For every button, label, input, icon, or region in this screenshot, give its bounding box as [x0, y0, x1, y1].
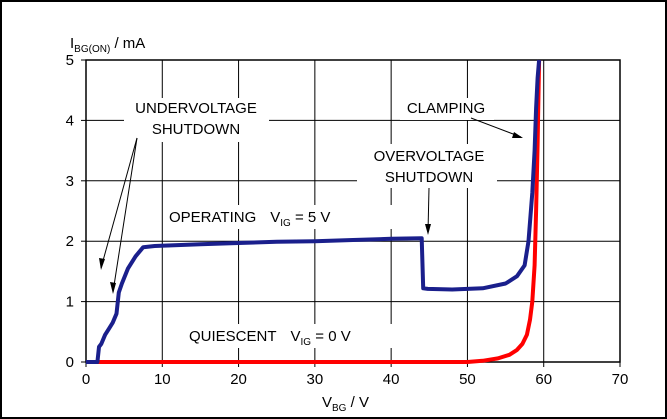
- x-tick-label: 50: [459, 371, 476, 388]
- x-axis-title-unit: / V: [346, 394, 369, 411]
- annotation-undervoltage: UNDERVOLTAGE SHUTDOWN: [99, 98, 269, 294]
- annotation-quiescent: QUIESCENT VIG = 0 V: [185, 324, 403, 348]
- annotation-clamping-leader: [470, 117, 522, 138]
- x-tick-label: 20: [230, 371, 247, 388]
- annotation-overvoltage-line-1: OVERVOLTAGE: [374, 148, 485, 165]
- annotation-operating-label: OPERATING VIG = 5 V: [169, 209, 330, 229]
- annotation-quiescent-text: QUIESCENT: [189, 328, 277, 345]
- annotation-operating-cond-sub: IG: [280, 218, 291, 229]
- annotation-undervoltage-line-1: UNDERVOLTAGE: [135, 100, 257, 117]
- y-axis-title-unit: / mA: [110, 35, 145, 52]
- annotation-undervoltage-line-2: SHUTDOWN: [152, 121, 240, 138]
- annotation-quiescent-label: QUIESCENT VIG = 0 V: [189, 328, 351, 348]
- x-tick-label: 0: [82, 371, 90, 388]
- annotation-operating-cond-value: = 5 V: [291, 209, 331, 226]
- annotation-quiescent-cond-value: = 0 V: [311, 328, 351, 345]
- annotation-operating-text: OPERATING: [169, 209, 256, 226]
- x-tick-label: 60: [535, 371, 552, 388]
- annotation-clamping-arrowhead: [512, 132, 523, 138]
- x-tick-label: 70: [612, 371, 629, 388]
- x-axis-title-main: V: [322, 394, 332, 411]
- x-axis-title: VBG / V: [322, 394, 369, 414]
- y-axis-title-main: I: [70, 35, 74, 52]
- series-1-line: [86, 59, 542, 364]
- y-tick-label: 2: [66, 233, 74, 250]
- x-tick-label: 40: [383, 371, 400, 388]
- annotation-clamping-bg: [400, 98, 494, 120]
- series-0-line: [86, 59, 542, 364]
- annotation-clamping-label: CLAMPING: [407, 100, 485, 117]
- annotation-quiescent-cond-sub: IG: [301, 337, 312, 348]
- annotation-undervoltage-arrowhead-1: [99, 258, 105, 270]
- y-tick-label: 1: [66, 294, 74, 311]
- annotation-undervoltage-leader-2: [112, 137, 138, 293]
- x-tick-label: 10: [154, 371, 171, 388]
- annotation-overvoltage-arrowhead: [425, 224, 431, 235]
- y-tick-label: 5: [66, 52, 74, 69]
- y-tick-label: 0: [66, 354, 74, 371]
- annotation-overvoltage-line-2: SHUTDOWN: [385, 169, 473, 186]
- annotation-operating-bg: [166, 205, 394, 229]
- annotation-operating-cond-main: V: [270, 209, 280, 226]
- y-tick-label: 4: [66, 112, 74, 129]
- annotation-overvoltage: OVERVOLTAGE SHUTDOWN: [357, 144, 497, 235]
- y-axis-title-sub: BG(ON): [74, 44, 110, 55]
- annotation-clamping: CLAMPING: [400, 98, 523, 138]
- y-axis-title: IBG(ON) / mA: [70, 35, 145, 55]
- annotation-undervoltage-arrowhead-2: [110, 282, 116, 294]
- y-tick-label: 3: [66, 173, 74, 190]
- tick-labels: 0 10 20 30 40 50 60 70 0 1 2 3 4 5: [66, 52, 629, 388]
- annotation-quiescent-bg: [185, 324, 403, 348]
- annotation-quiescent-cond-main: V: [291, 328, 301, 345]
- annotation-operating: OPERATING VIG = 5 V: [166, 205, 394, 229]
- annotation-overvoltage-bg: [357, 144, 497, 188]
- x-tick-label: 30: [307, 371, 324, 388]
- annotation-undervoltage-leader-1: [100, 137, 138, 269]
- annotation-undervoltage-bg: [124, 98, 269, 142]
- x-axis-title-sub: BG: [332, 403, 347, 414]
